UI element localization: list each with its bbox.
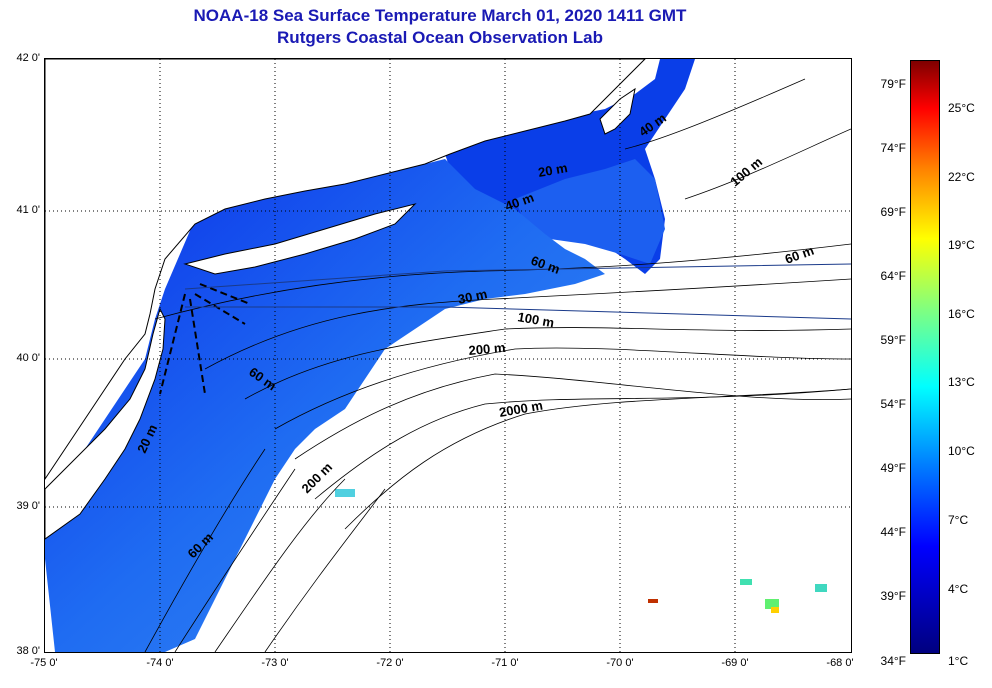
- shipping-lanes: [159, 283, 251, 395]
- colorbar-f-tick: 69°F: [880, 205, 906, 219]
- lon-label-72: -72 0': [376, 657, 404, 669]
- colorbar-c-tick: 25°C: [948, 101, 975, 115]
- map-subtitle: Rutgers Coastal Ocean Observation Lab: [277, 28, 603, 47]
- contour-label: 100 m: [516, 309, 555, 330]
- colorbar-f-tick: 64°F: [880, 269, 906, 283]
- colorbar-c-tick: 19°C: [948, 238, 975, 252]
- lat-label-39: 39 0': [16, 500, 40, 512]
- lat-label-42: 42 0': [16, 52, 40, 64]
- lat-label-40: 40 0': [16, 352, 40, 364]
- colorbar-f-tick: 44°F: [880, 525, 906, 539]
- lon-label-75: -75 0': [30, 657, 58, 669]
- lat-label-41: 41 0': [16, 204, 40, 216]
- lon-label-73: -73 0': [261, 657, 289, 669]
- map-title: NOAA-18 Sea Surface Temperature March 01…: [193, 6, 687, 25]
- sst-patch: [771, 607, 779, 613]
- lat-label-38: 38 0': [16, 645, 40, 657]
- colorbar-f-tick: 54°F: [880, 397, 906, 411]
- sst-map: 40 m 100 m 20 m 40 m 60 m 60 m 30 m 100 …: [44, 58, 852, 653]
- land-new-england: [45, 59, 646, 480]
- contour-label: 60 m: [783, 243, 816, 267]
- colorbar-c-tick: 10°C: [948, 444, 975, 458]
- colorbar-c-tick: 1°C: [948, 654, 969, 668]
- sst-patch: [765, 599, 779, 609]
- lon-label-70: -70 0': [606, 657, 634, 669]
- colorbar-f-tick: 39°F: [880, 589, 906, 603]
- colorbar-f-tick: 34°F: [880, 654, 906, 668]
- colorbar-f-tick: 79°F: [880, 77, 906, 91]
- colorbar-c-tick: 7°C: [948, 513, 969, 527]
- sst-patch: [335, 489, 355, 497]
- sst-map-svg: 40 m 100 m 20 m 40 m 60 m 60 m 30 m 100 …: [45, 59, 851, 652]
- contour-label: 30 m: [457, 286, 489, 307]
- contour-label: 20 m: [537, 160, 569, 180]
- sst-patch: [740, 579, 752, 585]
- colorbar-f-tick: 74°F: [880, 141, 906, 155]
- bathymetry-contours: [144, 78, 851, 652]
- colorbar-c-tick: 22°C: [948, 170, 975, 184]
- temperature-colorbar: [910, 60, 940, 654]
- sst-new-england-shelf: [45, 159, 605, 652]
- lon-label-71: -71 0': [491, 657, 519, 669]
- cable-lines: [184, 263, 851, 320]
- land-new-jersey: [45, 307, 166, 540]
- colorbar-f-tick: 49°F: [880, 461, 906, 475]
- sst-patch: [648, 599, 658, 603]
- contour-label: 200 m: [468, 340, 506, 358]
- lon-label-68: -68 0': [826, 657, 854, 669]
- lon-label-74: -74 0': [146, 657, 174, 669]
- sst-patch: [815, 584, 827, 592]
- contour-label: 2000 m: [498, 398, 544, 420]
- land-long-island: [183, 203, 417, 275]
- colorbar-f-tick: 59°F: [880, 333, 906, 347]
- colorbar-c-tick: 13°C: [948, 375, 975, 389]
- colorbar-c-tick: 4°C: [948, 582, 969, 596]
- contour-label: 200 m: [299, 459, 336, 496]
- colorbar-c-tick: 16°C: [948, 307, 975, 321]
- contour-label: 100 m: [727, 154, 765, 189]
- lon-label-69: -69 0': [721, 657, 749, 669]
